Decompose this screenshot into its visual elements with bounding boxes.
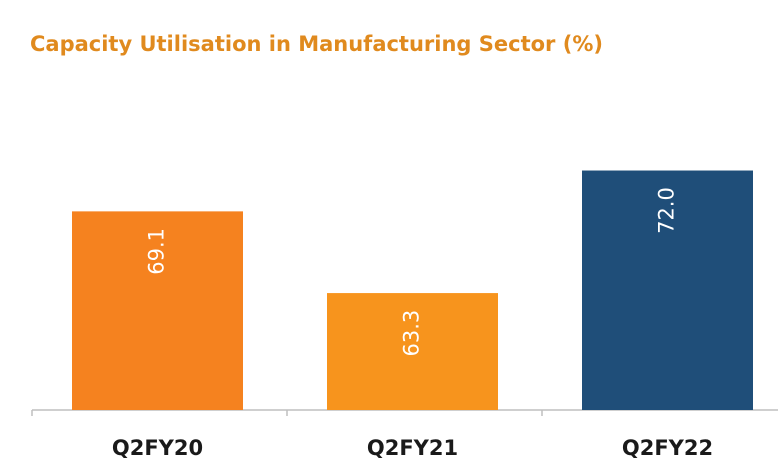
- chart-title: Capacity Utilisation in Manufacturing Se…: [30, 32, 603, 56]
- x-tick-label: Q2FY20: [112, 436, 203, 460]
- bar: [72, 211, 243, 410]
- data-label: 72.0: [655, 187, 679, 234]
- bar: [582, 170, 753, 410]
- data-label: 69.1: [145, 228, 169, 275]
- x-tick-label: Q2FY21: [367, 436, 458, 460]
- bar: [327, 293, 498, 410]
- x-tick-label: Q2FY22: [622, 436, 713, 460]
- data-label: 63.3: [400, 310, 424, 357]
